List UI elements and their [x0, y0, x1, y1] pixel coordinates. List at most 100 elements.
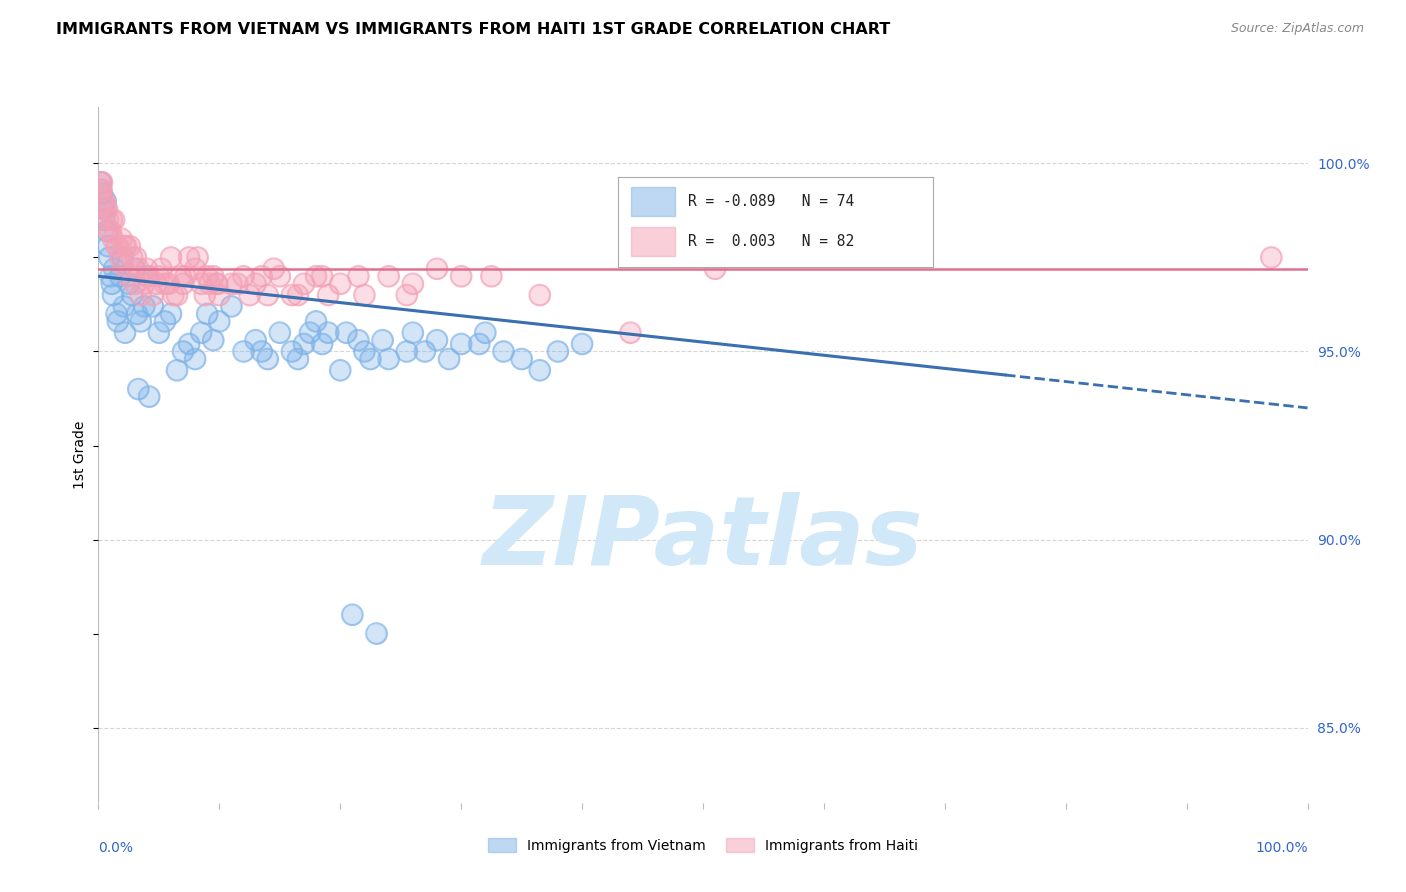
Point — [134, 299, 156, 313]
Point — [311, 269, 333, 284]
Text: Source: ZipAtlas.com: Source: ZipAtlas.com — [1230, 22, 1364, 36]
Point — [184, 261, 207, 276]
Point — [239, 288, 262, 302]
Point — [232, 344, 254, 359]
Point — [316, 288, 339, 302]
Point — [395, 344, 418, 359]
Point — [107, 314, 129, 328]
Point — [292, 337, 315, 351]
Point — [98, 224, 121, 238]
Point — [704, 261, 727, 276]
Point — [114, 326, 136, 340]
Point — [316, 326, 339, 340]
Point — [287, 351, 309, 366]
Point — [94, 202, 117, 216]
Point — [329, 363, 352, 377]
Point — [437, 351, 460, 366]
Point — [97, 212, 120, 227]
Point — [426, 333, 449, 347]
Point — [245, 333, 267, 347]
Point — [93, 194, 115, 208]
Point — [96, 202, 118, 216]
Point — [245, 333, 267, 347]
Point — [426, 333, 449, 347]
Point — [162, 288, 184, 302]
Point — [118, 239, 141, 253]
Point — [329, 277, 352, 291]
Point — [492, 344, 515, 359]
Point — [232, 269, 254, 284]
Point — [108, 251, 131, 265]
Point — [269, 326, 291, 340]
Point — [292, 337, 315, 351]
Point — [256, 351, 278, 366]
Point — [571, 337, 593, 351]
Point — [437, 351, 460, 366]
Point — [468, 337, 491, 351]
Point — [124, 277, 146, 291]
Point — [179, 337, 201, 351]
Point — [481, 269, 503, 284]
Point — [89, 175, 111, 189]
Point — [342, 607, 364, 622]
Point — [135, 269, 157, 284]
Point — [194, 288, 217, 302]
Point — [184, 261, 207, 276]
Point — [111, 251, 134, 265]
Point — [125, 251, 148, 265]
Point — [145, 277, 167, 291]
Point — [347, 269, 370, 284]
Point — [91, 175, 114, 189]
Point — [281, 344, 304, 359]
Point — [221, 277, 243, 291]
Point — [110, 232, 132, 246]
Point — [134, 277, 156, 291]
Point — [100, 277, 122, 291]
Point — [125, 251, 148, 265]
Point — [134, 277, 156, 291]
Point — [371, 333, 394, 347]
Point — [174, 269, 197, 284]
Bar — [631, 186, 675, 216]
Point — [91, 194, 114, 208]
Point — [111, 251, 134, 265]
Point — [353, 344, 375, 359]
Point — [547, 344, 569, 359]
Point — [142, 299, 165, 313]
Point — [426, 261, 449, 276]
Point — [226, 277, 249, 291]
Point — [172, 277, 194, 291]
Point — [195, 307, 218, 321]
Point — [179, 251, 201, 265]
Point — [205, 277, 228, 291]
Point — [91, 202, 114, 216]
Point — [166, 288, 188, 302]
Point — [492, 344, 515, 359]
Point — [101, 232, 124, 246]
Point — [377, 351, 399, 366]
Point — [172, 344, 194, 359]
Point — [619, 326, 641, 340]
Point — [198, 277, 221, 291]
Point — [395, 344, 418, 359]
Point — [89, 175, 111, 189]
Point — [221, 299, 243, 313]
Point — [281, 288, 304, 302]
Point — [108, 269, 131, 284]
Point — [96, 224, 118, 238]
Point — [366, 626, 388, 640]
Point — [135, 261, 157, 276]
Point — [305, 314, 328, 328]
Point — [127, 382, 149, 396]
Point — [292, 277, 315, 291]
Point — [704, 261, 727, 276]
Point — [103, 261, 125, 276]
Point — [256, 288, 278, 302]
Point — [97, 239, 120, 253]
Point — [263, 261, 285, 276]
Point — [202, 333, 225, 347]
Point — [112, 299, 135, 313]
Point — [287, 288, 309, 302]
Point — [160, 251, 183, 265]
Point — [366, 626, 388, 640]
